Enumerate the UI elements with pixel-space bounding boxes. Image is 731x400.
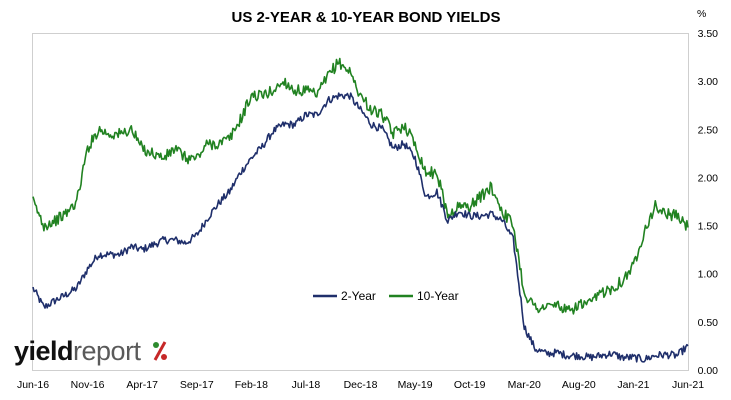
x-tick-label: Apr-17 <box>126 379 158 391</box>
y-tick-label: 1.50 <box>698 221 719 233</box>
y-tick-label: 3.50 <box>698 28 719 40</box>
x-tick-label: May-19 <box>398 379 433 391</box>
y-axis: 0.00 0.50 1.00 1.50 2.00 2.50 3.00 3.50 <box>698 28 719 377</box>
series-line-10-year <box>32 57 689 315</box>
x-tick-label: Jun-16 <box>17 379 49 391</box>
x-tick-label: Oct-19 <box>454 379 486 391</box>
y-tick-label: 1.00 <box>698 269 719 281</box>
legend-label-2-year: 2-Year <box>341 289 376 303</box>
logo-word-report: report <box>73 336 141 366</box>
x-tick-label: Sep-17 <box>180 379 214 391</box>
x-tick-label: Feb-18 <box>235 379 268 391</box>
plot-area <box>32 33 689 371</box>
x-tick-label: Jan-21 <box>617 379 649 391</box>
chart-title: US 2-YEAR & 10-YEAR BOND YIELDS <box>232 9 501 26</box>
x-axis: Jun-16 Nov-16 Apr-17 Sep-17 Feb-18 Jul-18 Dec-… <box>17 379 704 391</box>
x-tick-label: Dec-18 <box>344 379 378 391</box>
y-tick-label: 3.00 <box>698 76 719 88</box>
x-tick-label: Mar-20 <box>508 379 541 391</box>
x-tick-label: Aug-20 <box>562 379 596 391</box>
x-tick-label: Nov-16 <box>71 379 105 391</box>
y-tick-label: 0.00 <box>698 365 719 377</box>
y-axis-unit: % <box>697 8 706 20</box>
yieldreport-logo: yieldreport <box>14 338 168 365</box>
y-tick-label: 2.00 <box>698 172 719 184</box>
logo-percent-icon <box>145 336 168 366</box>
legend: 2-Year 10-Year <box>313 289 459 303</box>
series-lines <box>32 57 689 363</box>
logo-word-yield: yield <box>14 336 74 366</box>
legend-label-10-year: 10-Year <box>417 289 459 303</box>
x-tick-label: Jul-18 <box>292 379 321 391</box>
series-line-2-year <box>32 92 689 363</box>
y-tick-label: 2.50 <box>698 124 719 136</box>
y-tick-label: 0.50 <box>698 317 719 329</box>
percent-icon <box>152 341 167 361</box>
x-tick-label: Jun-21 <box>672 379 704 391</box>
